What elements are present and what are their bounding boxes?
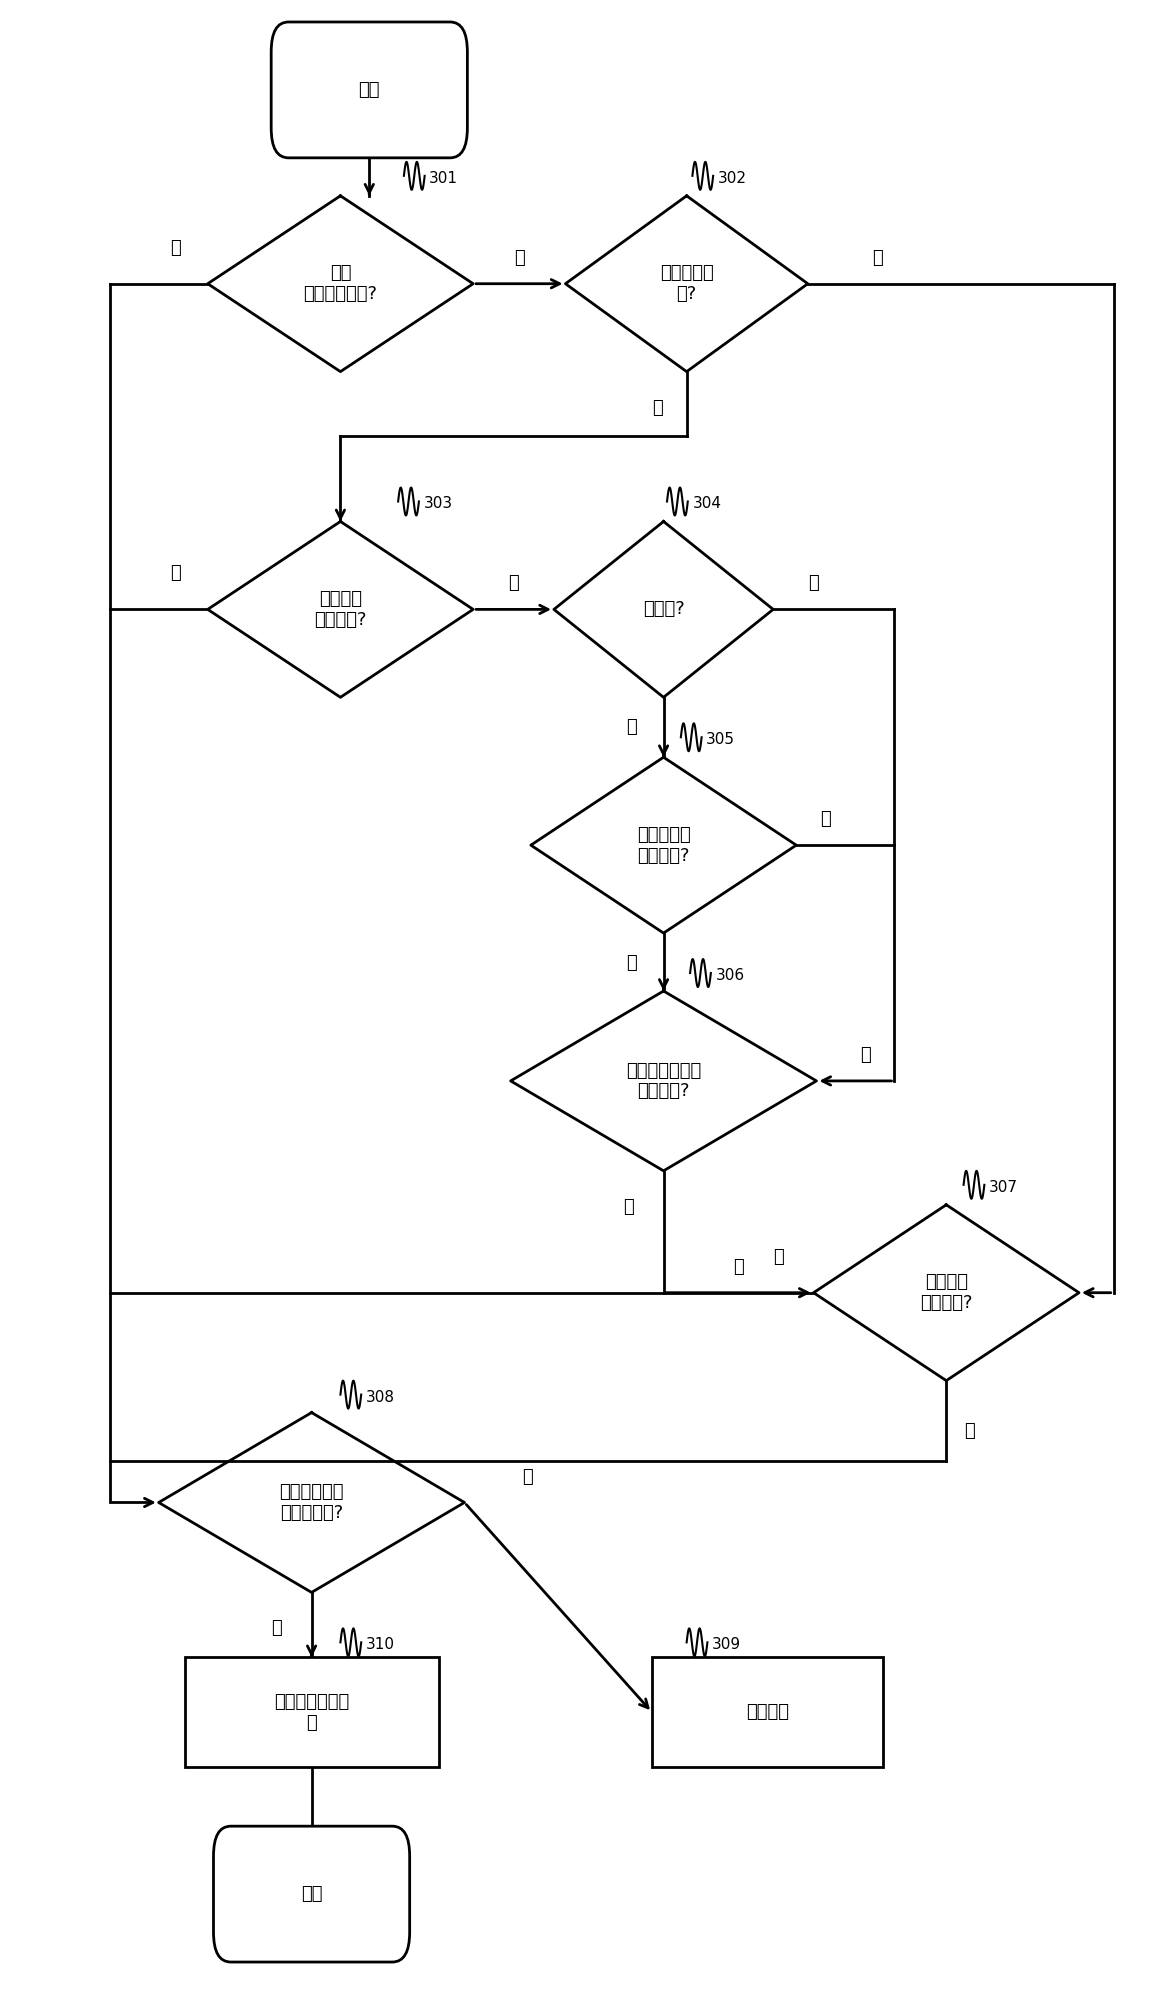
Text: 预设长度内有排
队的车辆?: 预设长度内有排 队的车辆?: [625, 1061, 702, 1101]
Text: 304: 304: [692, 496, 721, 511]
Text: 301: 301: [429, 170, 458, 186]
Text: 否: 否: [514, 248, 525, 268]
Text: 结束: 结束: [301, 1884, 322, 1904]
Text: 大于
检测区的长度?: 大于 检测区的长度?: [304, 264, 377, 304]
Text: 否: 否: [964, 1421, 975, 1441]
Text: 302: 302: [718, 170, 747, 186]
Text: 开始: 开始: [359, 80, 380, 100]
Text: 是: 是: [733, 1257, 744, 1277]
Text: 是: 是: [623, 1197, 635, 1217]
Text: 否: 否: [652, 398, 664, 418]
Text: 延长了第一
预设时长?: 延长了第一 预设时长?: [637, 825, 690, 865]
Text: 306: 306: [715, 967, 744, 983]
Text: 大于第一
预设密度?: 大于第一 预设密度?: [314, 589, 367, 629]
Text: 309: 309: [712, 1636, 741, 1652]
Text: 是: 是: [170, 238, 181, 258]
Text: 延长第一预设时
长: 延长第一预设时 长: [273, 1692, 350, 1732]
Text: 否: 否: [508, 573, 519, 593]
Text: 是: 是: [773, 1247, 785, 1267]
Text: 305: 305: [706, 731, 735, 747]
Text: 307: 307: [989, 1179, 1018, 1195]
Text: 大于第二
预设密度?: 大于第二 预设密度?: [920, 1273, 973, 1313]
Text: 大于或等于最
大绿灯时长?: 大于或等于最 大绿灯时长?: [279, 1483, 344, 1522]
Text: 否: 否: [625, 717, 637, 737]
Text: 否: 否: [625, 953, 637, 973]
Text: 310: 310: [366, 1636, 395, 1652]
Text: 是: 是: [819, 809, 831, 829]
Text: 有绿闪?: 有绿闪?: [643, 599, 684, 619]
Text: 是: 是: [170, 563, 181, 583]
Text: 否: 否: [860, 1045, 871, 1065]
Bar: [185, 1658, 439, 1768]
Text: 是: 是: [523, 1467, 533, 1487]
Text: 是: 是: [871, 248, 883, 268]
Text: 出口道到溢
出?: 出口道到溢 出?: [660, 264, 713, 304]
Bar: [652, 1658, 883, 1768]
Text: 切换相位: 切换相位: [745, 1702, 789, 1722]
Text: 303: 303: [424, 496, 452, 511]
FancyBboxPatch shape: [213, 1826, 410, 1962]
Text: 是: 是: [808, 573, 819, 593]
FancyBboxPatch shape: [271, 22, 467, 158]
Text: 308: 308: [366, 1389, 395, 1405]
Text: 否: 否: [271, 1618, 283, 1638]
